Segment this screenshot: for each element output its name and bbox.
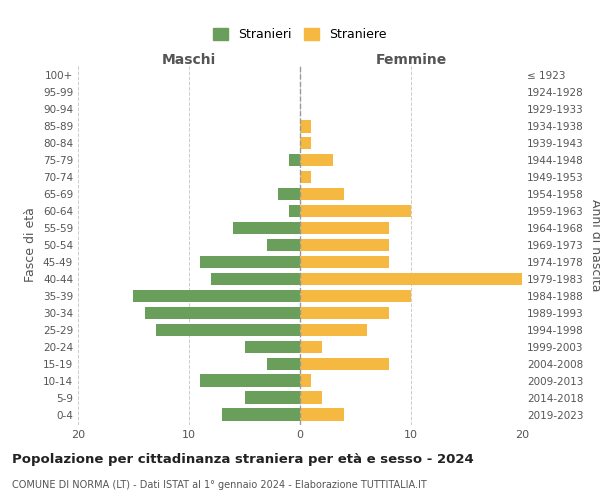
Bar [300,188,344,200]
Bar [200,256,300,268]
Bar [266,238,300,252]
Bar [300,222,389,234]
Bar [300,374,311,387]
Bar [300,272,522,285]
Bar [145,306,300,320]
Bar [300,204,411,218]
Bar [156,324,300,336]
Bar [300,324,367,336]
Bar [266,358,300,370]
Bar [300,170,311,183]
Bar [278,188,300,200]
Y-axis label: Fasce di età: Fasce di età [25,208,37,282]
Bar [300,358,389,370]
Bar [300,238,389,252]
Bar [233,222,300,234]
Text: Femmine: Femmine [376,52,446,66]
Bar [300,154,334,166]
Bar [289,204,300,218]
Bar [300,306,389,320]
Bar [300,290,411,302]
Bar [245,340,300,353]
Text: Maschi: Maschi [162,52,216,66]
Text: Popolazione per cittadinanza straniera per età e sesso - 2024: Popolazione per cittadinanza straniera p… [12,452,474,466]
Bar [300,408,344,421]
Bar [289,154,300,166]
Bar [300,392,322,404]
Bar [200,374,300,387]
Bar [211,272,300,285]
Text: COMUNE DI NORMA (LT) - Dati ISTAT al 1° gennaio 2024 - Elaborazione TUTTITALIA.I: COMUNE DI NORMA (LT) - Dati ISTAT al 1° … [12,480,427,490]
Bar [300,120,311,132]
Bar [133,290,300,302]
Y-axis label: Anni di nascita: Anni di nascita [589,198,600,291]
Bar [300,256,389,268]
Bar [300,340,322,353]
Legend: Stranieri, Straniere: Stranieri, Straniere [209,24,391,45]
Bar [300,136,311,149]
Bar [245,392,300,404]
Bar [222,408,300,421]
